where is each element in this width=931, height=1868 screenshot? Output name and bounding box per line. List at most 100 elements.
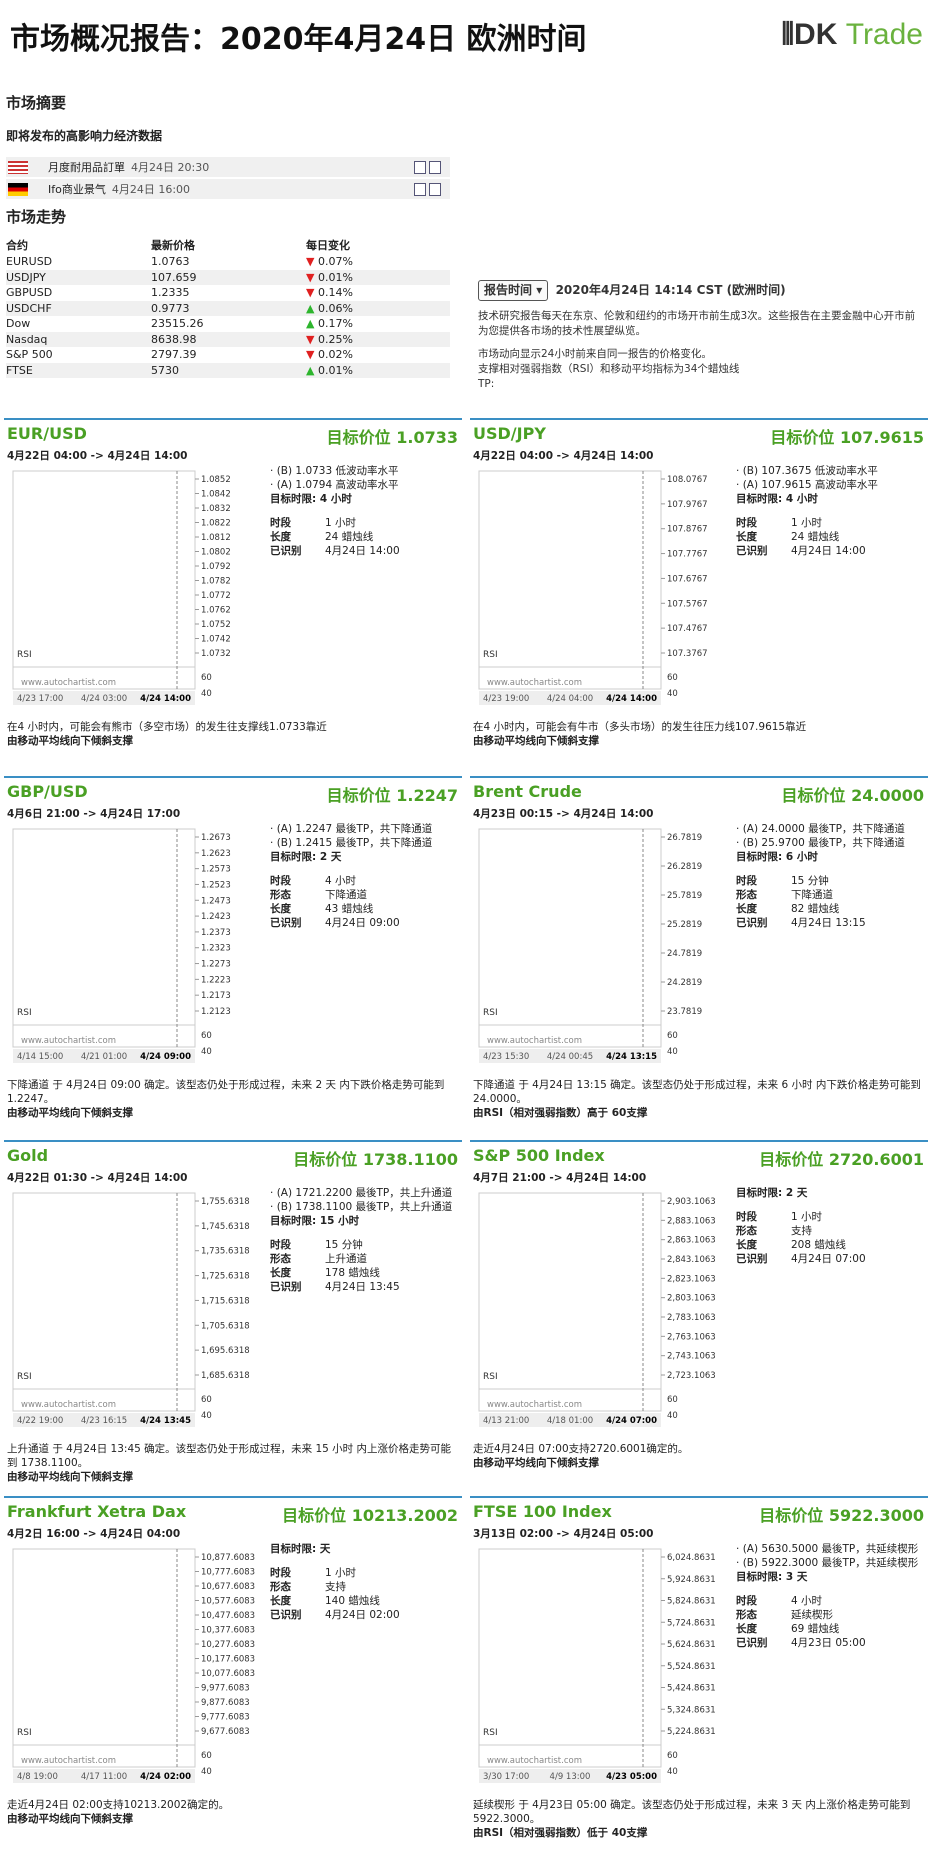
event-row: Ifo商业景气 4月24日 16:00 [6,179,450,199]
detail-key: 长度 [270,903,291,915]
y-tick-label: 1,725.6318 [201,1272,250,1282]
contract: GBPUSD [6,286,53,300]
support-note: 由移动平均线向下倾斜支撑 [7,1813,133,1825]
panel-target: 目标价位 107.9615 [770,428,924,447]
detail-key: 长度 [270,1267,291,1279]
contract: USDCHF [6,300,151,316]
y-tick-label: 2,723.1063 [667,1371,716,1381]
support-note: 由移动平均线向下倾斜支撑 [473,735,599,747]
direction-arrow: ▼ [306,348,318,362]
change-value: 0.01% [317,363,353,377]
rsi-tick-label: 60 [201,1751,212,1761]
detail-key: 长度 [736,1623,757,1635]
flag [8,182,28,196]
y-tick-label: 1,755.6318 [201,1197,250,1207]
y-tick-label: 10,277.6083 [201,1640,255,1650]
detail-value: 1 小时 [325,517,357,529]
details: 时段 4 小时 形态 下降通道 长度 43 蜡烛线 已识别 4月24日 09:00 [270,874,460,930]
y-tick-label: 1.0802 [201,548,231,558]
change: ▼ 0.14% [306,285,450,301]
detail-value: 1 小时 [791,517,823,529]
contract: EURUSD [6,255,53,269]
y-tick-label: 23.7819 [667,1007,702,1017]
description: 延续楔形 于 4月23日 05:00 确定。该型态仍处于形成过程，未来 3 天 … [473,1799,911,1825]
change-value: 0.01% [317,270,353,284]
y-tick-label: 107.5767 [667,599,708,609]
price: 2797.39 [151,348,197,362]
detail-value: 24 蜡烛线 [325,531,374,543]
chart-frame [12,828,196,1048]
change-value: 0.07% [317,255,353,269]
table-header: 合约 最新价格 每日变化 [6,236,450,254]
chart-frame [12,1548,196,1768]
chart-image: 108.0767 107.9767 107.8767 107.7767 107.6767… [478,470,708,705]
detail-key: 形态 [736,1609,757,1621]
info-paragraph: 技术研究报告每天在东京、伦敦和纽约的市场开市前生成3次。这些报告在主要金融中心开… [478,310,916,337]
change-value: 0.06% [317,301,353,315]
x-tick-label: 3/30 17:00 [483,1772,529,1782]
change: ▲ 0.06% [306,300,450,316]
x-tick-label: 4/23 16:15 [81,1416,127,1426]
detail-value: 82 蜡烛线 [791,903,840,915]
y-tick-label: 1,745.6318 [201,1222,250,1232]
y-tick-label: 24.2819 [667,978,702,988]
level: (A) 24.0000 最後TP，共下降通道 [742,823,905,835]
contract: S&P 500 [6,348,53,362]
report-info: 报告时间 ▾ 2020年4月24日 14:14 CST (欧洲时间) 技术研究报… [478,280,918,392]
x-axis-band [479,1769,661,1783]
report-time-button[interactable]: 报告时间 ▾ [478,280,549,301]
detail-row: 形态 下降通道 [270,888,460,902]
x-tick-label: 4/18 01:00 [547,1416,593,1426]
watermark: www.autochartist.com [21,678,116,688]
rsi-label: RSI [483,650,498,660]
y-tick-label: 5,224.8631 [667,1727,716,1737]
support-note: 由移动平均线向下倾斜支撑 [473,1457,599,1469]
contract: FTSE [6,362,151,378]
level-line: · (B) 1738.1100 最後TP，共上升通道 [270,1201,453,1213]
detail-row: 时段 4 小时 [270,874,460,888]
x-tick-label: 4/9 13:00 [550,1772,591,1782]
y-tick-label: 2,843.1063 [667,1255,716,1265]
level-line: · (B) 1.2415 最後TP，共下降通道 [270,837,433,849]
y-tick-label: 108.0767 [667,475,708,485]
level-line: · (B) 1.0733 低波动率水平 [270,465,399,477]
header: 市场概况报告：2020年4月24日 欧洲时间 ⫴DK Trade [0,0,931,70]
detail-value: 208 蜡烛线 [791,1239,846,1251]
detail-key: 已识别 [736,545,768,557]
chart-frame [478,828,662,1048]
support-note: 由移动平均线向下倾斜支撑 [7,735,133,747]
watermark: www.autochartist.com [21,1756,116,1766]
level: (B) 1.0733 低波动率水平 [276,465,399,477]
y-tick-label: 2,803.1063 [667,1294,716,1304]
panel-info: 目标时限: 天时段 1 小时 形态 支持 长度 140 蜡烛线 已识别 4月24日 02:00 [270,1542,460,1622]
logo-main: DK [794,18,838,51]
chart-frame [478,470,662,690]
detail-key: 长度 [736,903,757,915]
x-tick-label: 4/23 17:00 [17,694,63,704]
detail-row: 长度 178 蜡烛线 [270,1266,460,1280]
x-tick-label: 4/24 03:00 [81,694,127,704]
calendar-icons [414,160,444,174]
x-tick-label: 4/23 19:00 [483,694,529,704]
table-row: USDCHF 0.9773 ▲ 0.06% [6,300,450,316]
level-line: · (A) 1721.2200 最後TP，共上升通道 [270,1187,453,1199]
detail-key: 已识别 [270,917,302,929]
rsi-label: RSI [17,650,32,660]
description: 在4 小时内，可能会有牛市（多头市场）的发生往压力线107.9615靠近 [473,721,807,733]
detail-key: 时段 [270,1239,291,1251]
panel-target: 目标价位 10213.2002 [282,1506,458,1525]
details: 时段 1 小时 长度 24 蜡烛线 已识别 4月24日 14:00 [736,516,926,558]
chart-panel: GBP/USD 目标价位 1.2247 4月6日 21:00 -> 4月24日 17… [4,776,462,1136]
market-table: 合约 最新价格 每日变化 EURUSD 1.0763 ▼ 0.07% USDJPY 10… [6,236,450,378]
event-name: 月度耐用品訂單 [48,161,125,174]
panel-range: 4月23日 00:15 -> 4月24日 14:00 [473,808,654,820]
watermark: www.autochartist.com [21,1036,116,1046]
detail-row: 长度 69 蜡烛线 [736,1622,926,1636]
y-tick-label: 10,477.6083 [201,1611,255,1621]
rsi-tick-label: 60 [201,1031,212,1041]
panel-target: 目标价位 1.2247 [326,786,458,805]
y-tick-label: 1.0822 [201,519,231,529]
chart-panel: Frankfurt Xetra Dax 目标价位 10213.2002 4月2日 1… [4,1496,462,1856]
chart-frame [12,1192,196,1412]
